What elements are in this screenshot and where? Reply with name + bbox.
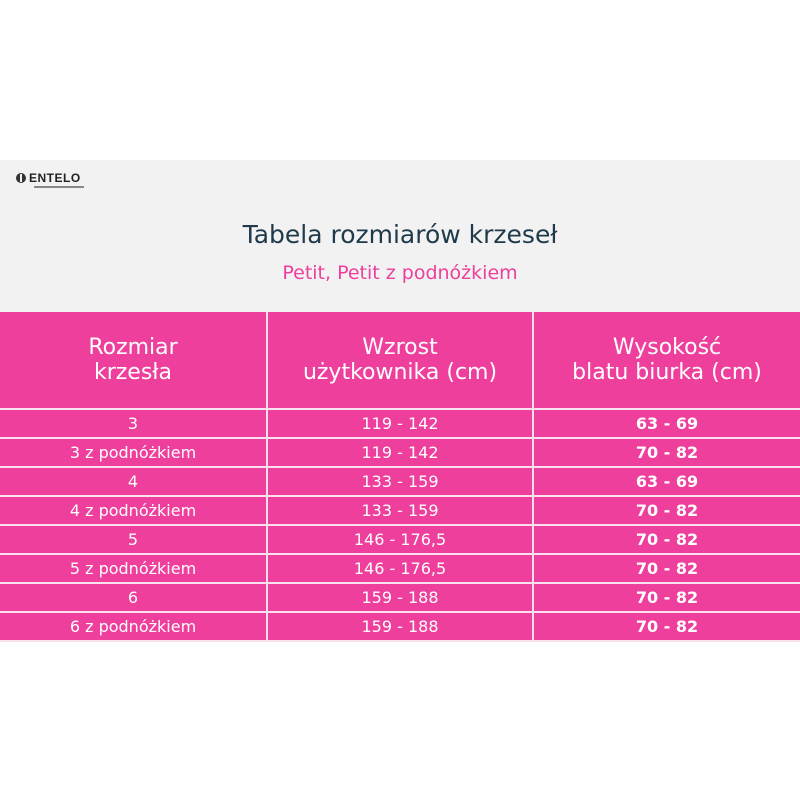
- cell-chair-size: 3: [0, 408, 268, 439]
- cell-desk-height: 70 - 82: [532, 553, 800, 584]
- cell-chair-size: 6 z podnóżkiem: [0, 611, 268, 642]
- cell-user-height: 133 - 159: [266, 466, 534, 497]
- table-row: 5 z podnóżkiem 146 - 176,5 70 - 82: [0, 553, 800, 584]
- header-line: Wysokość: [612, 335, 722, 360]
- logo-text: ENTELO: [29, 171, 81, 185]
- table-row: 3 z podnóżkiem 119 - 142 70 - 82: [0, 437, 800, 468]
- header-band: [0, 160, 800, 312]
- cell-user-height: 159 - 188: [266, 582, 534, 613]
- header-desk-height: Wysokość blatu biurka (cm): [532, 312, 800, 410]
- cell-desk-height: 70 - 82: [532, 495, 800, 526]
- cell-desk-height: 63 - 69: [532, 408, 800, 439]
- cell-user-height: 159 - 188: [266, 611, 534, 642]
- table-row: 4 z podnóżkiem 133 - 159 70 - 82: [0, 495, 800, 526]
- cell-chair-size: 6: [0, 582, 268, 613]
- logo-icon: [16, 173, 26, 183]
- table-row: 5 146 - 176,5 70 - 82: [0, 524, 800, 555]
- cell-desk-height: 70 - 82: [532, 611, 800, 642]
- cell-user-height: 146 - 176,5: [266, 553, 534, 584]
- header-line: krzesła: [93, 360, 173, 385]
- cell-chair-size: 4 z podnóżkiem: [0, 495, 268, 526]
- table-header-row: Rozmiar krzesła Wzrost użytkownika (cm) Wy…: [0, 312, 800, 410]
- cell-desk-height: 70 - 82: [532, 524, 800, 555]
- cell-user-height: 119 - 142: [266, 437, 534, 468]
- cell-user-height: 133 - 159: [266, 495, 534, 526]
- header-line: Wzrost: [362, 335, 438, 360]
- header-line: Rozmiar: [88, 335, 178, 360]
- table-row: 6 z podnóżkiem 159 - 188 70 - 82: [0, 611, 800, 642]
- cell-chair-size: 3 z podnóżkiem: [0, 437, 268, 468]
- cell-user-height: 146 - 176,5: [266, 524, 534, 555]
- table-row: 4 133 - 159 63 - 69: [0, 466, 800, 497]
- cell-chair-size: 5 z podnóżkiem: [0, 553, 268, 584]
- header-line: użytkownika (cm): [302, 360, 498, 385]
- cell-user-height: 119 - 142: [266, 408, 534, 439]
- entelo-logo: ENTELO: [16, 171, 81, 185]
- cell-chair-size: 5: [0, 524, 268, 555]
- cell-desk-height: 63 - 69: [532, 466, 800, 497]
- cell-chair-size: 4: [0, 466, 268, 497]
- table-row: 3 119 - 142 63 - 69: [0, 408, 800, 439]
- page-subtitle: Petit, Petit z podnóżkiem: [282, 262, 518, 284]
- logo-tagline: [34, 186, 84, 188]
- header-user-height: Wzrost użytkownika (cm): [266, 312, 534, 410]
- size-table: Rozmiar krzesła Wzrost użytkownika (cm) Wy…: [0, 312, 800, 642]
- header-chair-size: Rozmiar krzesła: [0, 312, 268, 410]
- table-row: 6 159 - 188 70 - 82: [0, 582, 800, 613]
- header-line: blatu biurka (cm): [572, 360, 762, 385]
- page-title: Tabela rozmiarów krzeseł: [242, 220, 558, 249]
- cell-desk-height: 70 - 82: [532, 437, 800, 468]
- cell-desk-height: 70 - 82: [532, 582, 800, 613]
